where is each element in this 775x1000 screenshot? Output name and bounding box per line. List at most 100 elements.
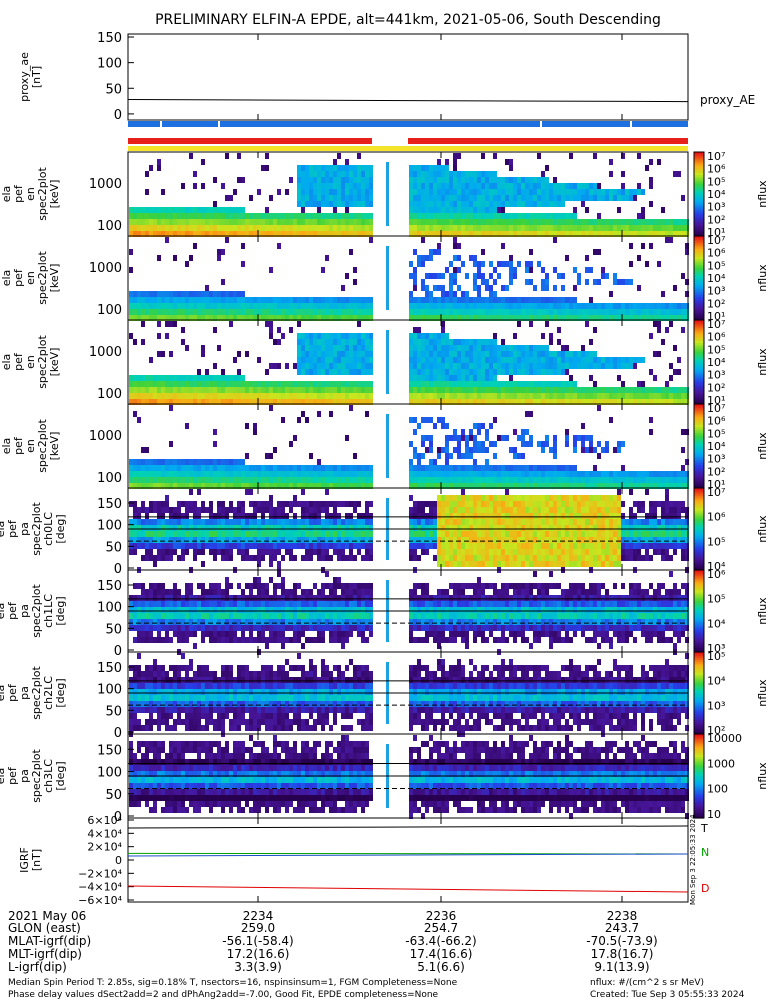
spectrogram-cell bbox=[417, 531, 421, 537]
spectrogram-cell bbox=[233, 393, 237, 399]
spectrogram-cell bbox=[477, 483, 481, 489]
spectrogram-cell bbox=[441, 177, 445, 183]
spectrogram-cell bbox=[309, 309, 313, 315]
spectrogram-cell bbox=[301, 333, 305, 339]
spectrogram-cell bbox=[337, 225, 341, 231]
spectrogram-cell bbox=[153, 387, 157, 393]
spectrogram-cell bbox=[421, 207, 425, 213]
spectrogram-cell bbox=[453, 537, 457, 543]
colorbar-tick-label: 10¹ bbox=[707, 310, 725, 323]
spectrogram-cell bbox=[505, 537, 509, 543]
spectrogram-cell bbox=[129, 387, 133, 393]
spectrogram-cell bbox=[221, 555, 225, 561]
spectrogram-cell bbox=[569, 507, 573, 513]
spectrogram-cell bbox=[253, 477, 257, 483]
spectrogram-cell bbox=[245, 549, 249, 555]
spectrogram-cell bbox=[625, 519, 629, 525]
spectrogram-cell bbox=[657, 483, 661, 489]
y-axis-label-line: spec2plot bbox=[36, 251, 49, 305]
spectrogram-cell bbox=[485, 537, 489, 543]
spectrogram-cell bbox=[493, 171, 497, 177]
spectrogram-cell bbox=[425, 477, 429, 483]
spectrogram-cell bbox=[617, 471, 621, 477]
spectrogram-cell bbox=[641, 387, 645, 393]
colorbar-segment bbox=[694, 223, 704, 227]
spectrogram-cell bbox=[677, 393, 681, 399]
spectrogram-cell bbox=[617, 543, 621, 549]
spectrogram-cell bbox=[573, 441, 577, 447]
spectrogram-cell bbox=[265, 477, 269, 483]
colorbar-segment bbox=[694, 374, 704, 378]
spectrogram-cell bbox=[589, 339, 593, 345]
spectrogram-cell bbox=[321, 189, 325, 195]
spectrogram-cell bbox=[461, 195, 465, 201]
spectrogram-cell bbox=[473, 423, 477, 429]
spectrogram-cell bbox=[445, 375, 449, 381]
spectrogram-cell bbox=[269, 471, 273, 477]
spectrogram-cell bbox=[161, 297, 165, 303]
spectrogram-cell bbox=[457, 267, 461, 273]
spectrogram-cell bbox=[521, 309, 525, 315]
spectrogram-cell bbox=[241, 525, 245, 531]
spectrogram-cell bbox=[517, 549, 521, 555]
spectrogram-cell bbox=[509, 501, 513, 507]
spectrogram-cell bbox=[417, 387, 421, 393]
spectrogram-cell bbox=[205, 207, 209, 213]
spectrogram-cell bbox=[601, 447, 605, 453]
spectrogram-cell bbox=[325, 333, 329, 339]
colorbar-segment bbox=[694, 408, 704, 411]
spectrogram-cell bbox=[649, 393, 653, 399]
spectrogram-cell bbox=[445, 459, 449, 465]
spectrogram-cell bbox=[533, 543, 537, 549]
spectrogram-cell bbox=[509, 381, 513, 387]
spectrogram-cell bbox=[301, 381, 305, 387]
colorbar-segment bbox=[694, 332, 704, 336]
spectrogram-cell bbox=[297, 201, 301, 207]
spectrogram-cell bbox=[337, 231, 341, 237]
spectrogram-cell bbox=[305, 543, 309, 549]
spectrogram-cell bbox=[201, 399, 205, 405]
spectrogram-cell bbox=[413, 519, 417, 525]
spectrogram-cell bbox=[369, 393, 373, 399]
spectrogram-cell bbox=[365, 393, 369, 399]
spectrogram-cell bbox=[281, 507, 285, 513]
colorbar-segment bbox=[694, 452, 704, 455]
colorbar-segment bbox=[694, 366, 704, 369]
spectrogram-cell bbox=[537, 309, 541, 315]
spectrogram-cell bbox=[417, 213, 421, 219]
spectrogram-cell bbox=[425, 165, 429, 171]
spectrogram-cell bbox=[669, 483, 673, 489]
spectrogram-cell bbox=[449, 207, 453, 213]
spectrogram-cell bbox=[601, 225, 605, 231]
spectrogram-cell bbox=[293, 495, 297, 501]
spectrogram-cell bbox=[557, 213, 561, 219]
spectrogram-cell bbox=[413, 387, 417, 393]
spectrogram-cell bbox=[169, 321, 173, 327]
spectrogram-cell bbox=[493, 381, 497, 387]
gap-stripe bbox=[386, 246, 389, 310]
spectrogram-cell bbox=[613, 273, 617, 279]
spectrogram-cell bbox=[605, 543, 609, 549]
spectrogram-cell bbox=[321, 183, 325, 189]
spectrogram-cell bbox=[313, 399, 317, 405]
spectrogram-cell bbox=[681, 303, 685, 309]
spectrogram-cell bbox=[205, 303, 209, 309]
spectrogram-cell bbox=[413, 249, 417, 255]
spectrogram-cell bbox=[293, 501, 297, 507]
spectrogram-cell bbox=[173, 291, 177, 297]
spectrogram-cell bbox=[433, 273, 437, 279]
y-tick-label: 150 bbox=[97, 31, 122, 46]
spectrogram-cell bbox=[265, 231, 269, 237]
spectrogram-cell bbox=[585, 477, 589, 483]
spectrogram-cell bbox=[337, 537, 341, 543]
spectrogram-cell bbox=[329, 345, 333, 351]
spectrogram-cell bbox=[133, 297, 137, 303]
spectrogram-cell bbox=[441, 315, 445, 321]
spectrogram-cell bbox=[337, 357, 341, 363]
spectrogram-cell bbox=[185, 519, 189, 525]
spectrogram-cell bbox=[561, 537, 565, 543]
spectrogram-cell bbox=[449, 183, 453, 189]
spectrogram-cell bbox=[333, 549, 337, 555]
spectrogram-cell bbox=[477, 393, 481, 399]
spectrogram-cell bbox=[521, 345, 525, 351]
